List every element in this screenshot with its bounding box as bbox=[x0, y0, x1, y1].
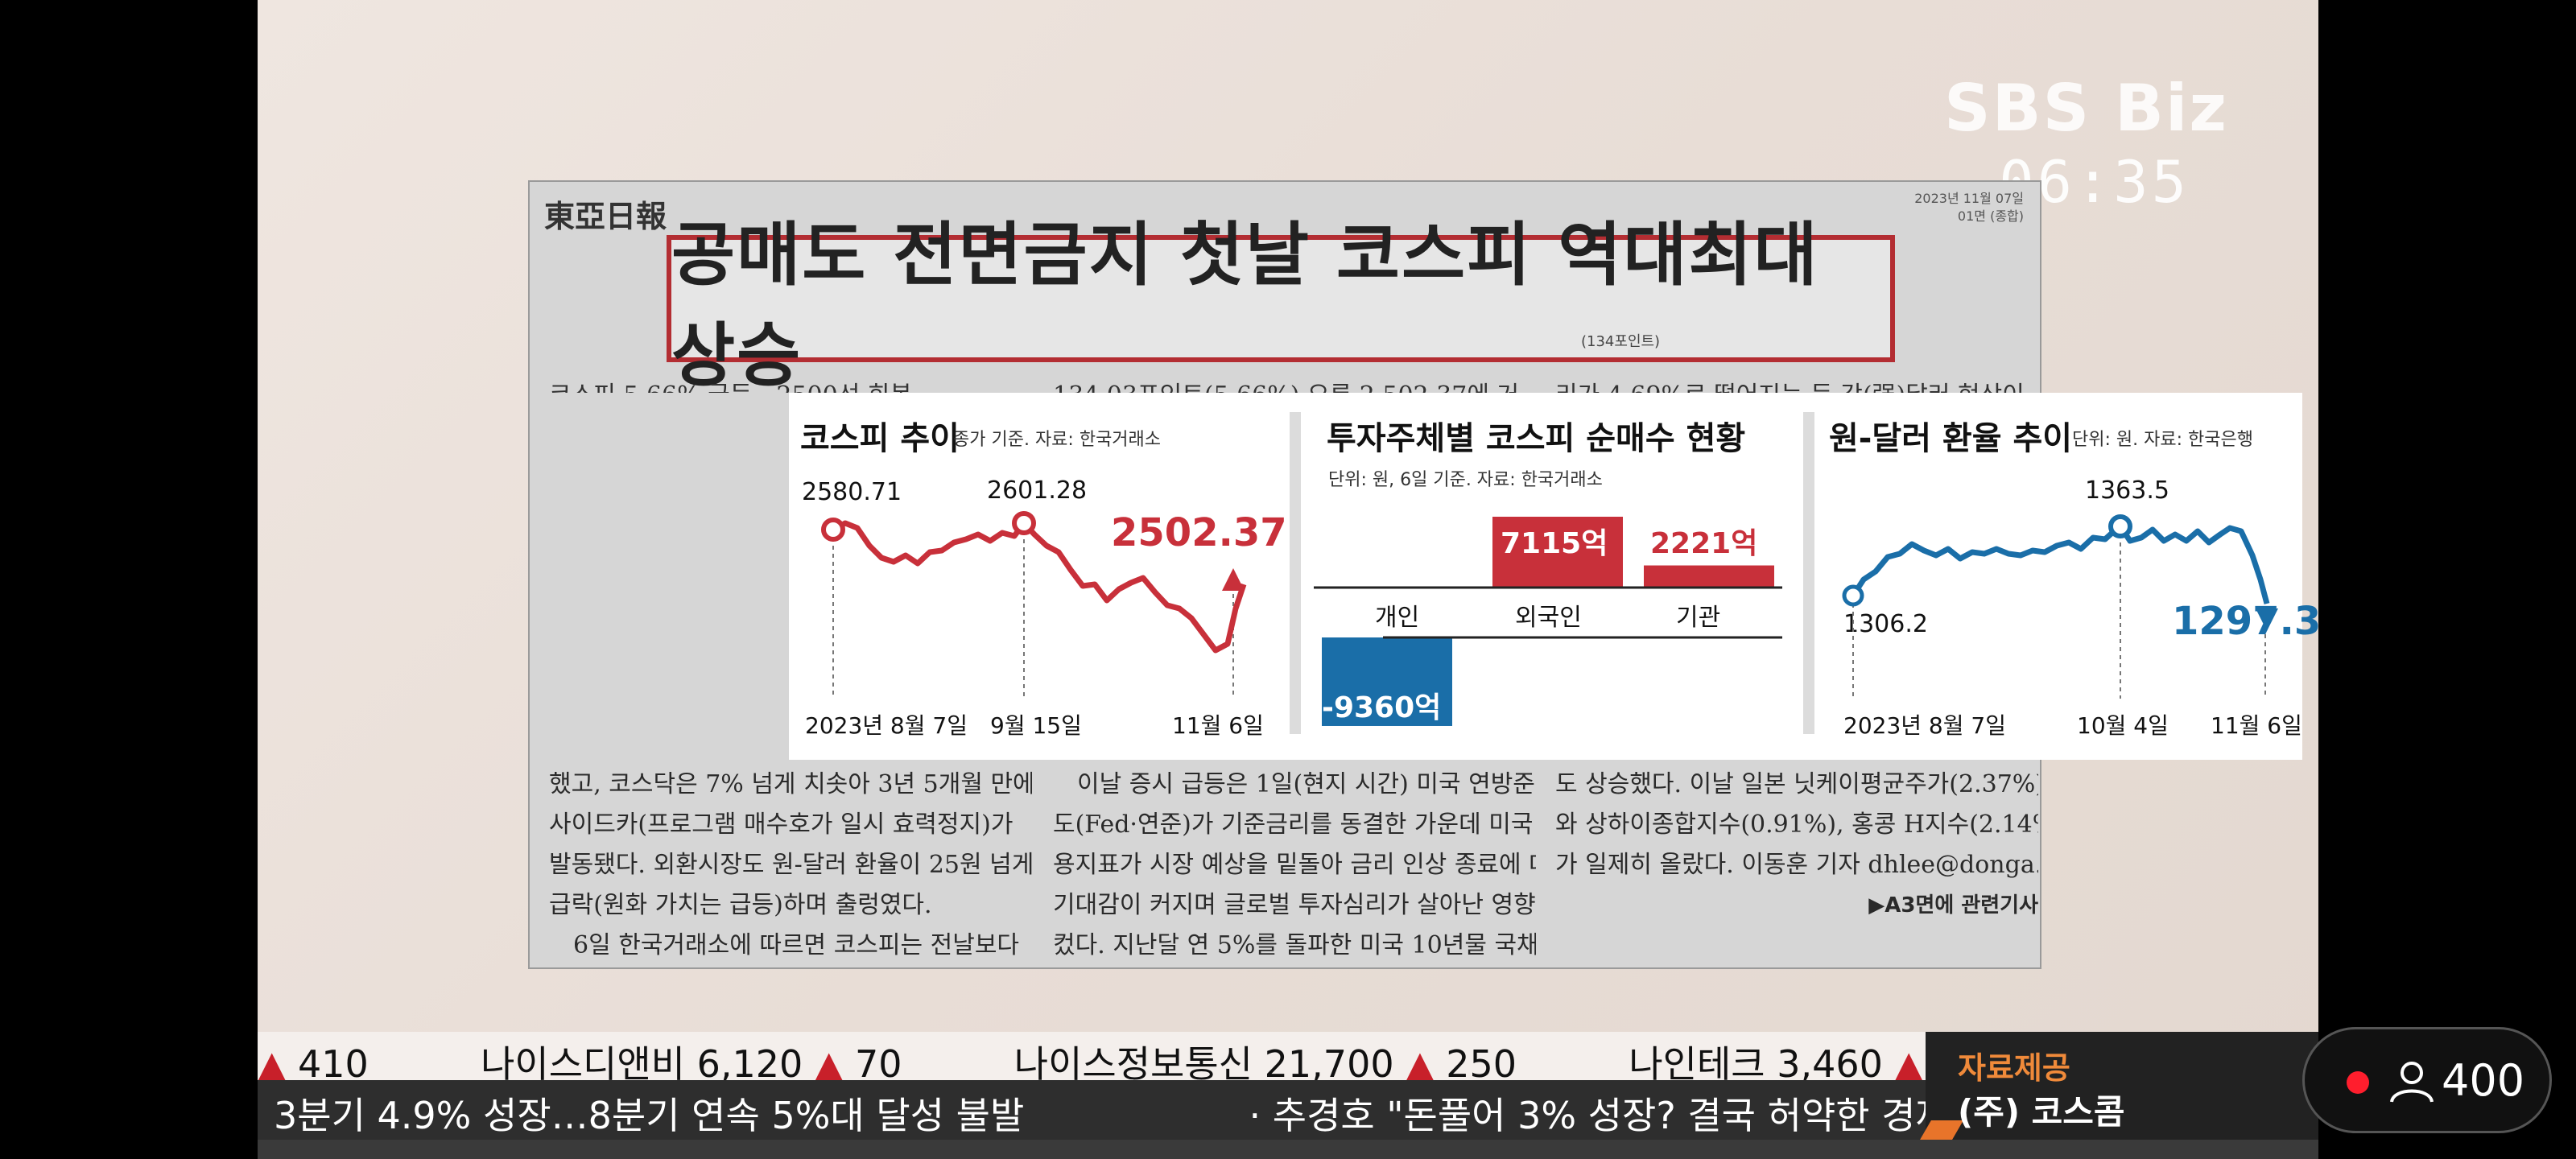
article-line: 도(Fed·연준)가 기준금리를 동결한 가운데 미국 고 bbox=[1053, 810, 1536, 839]
person-icon bbox=[2390, 1062, 2434, 1103]
data-source-box: 자료제공 (주) 코스콤 bbox=[1920, 1032, 2318, 1140]
article-line: 급락(원화 가치는 급등)하며 출렁였다. bbox=[549, 891, 932, 919]
investor-bar-1 bbox=[1492, 517, 1623, 588]
fx-line-chart bbox=[1842, 514, 2278, 699]
kospi-peak-marker bbox=[1012, 511, 1036, 535]
article-line: 했고, 코스닥은 7% 넘게 치솟아 3년 5개월 만에 bbox=[549, 770, 1032, 798]
kospi-chart-title: 코스피 추이 bbox=[800, 420, 960, 457]
kospi-up-arrow-icon bbox=[1222, 568, 1245, 591]
investor-bar-2 bbox=[1644, 565, 1774, 588]
investor-bar-0 bbox=[1322, 637, 1452, 726]
video-frame: SBS Biz 06:35 東亞日報 2023년 11월 07일 01면 (종합… bbox=[258, 0, 2318, 1159]
fx-start-marker bbox=[1842, 584, 1864, 607]
news-headline-2: · 추경호 "돈풀어 3% 성장? 결국 허약한 경제체 bbox=[1249, 1094, 1984, 1137]
investor-value-label-0: -9360억 bbox=[1322, 691, 1442, 724]
fx-x-label-1: 10월 4일 bbox=[2077, 712, 2169, 739]
investor-category-2: 기관 bbox=[1676, 604, 1721, 632]
article-column-2: 이날 증시 급등은 1일(현지 시간) 미국 연방준비제 도(Fed·연준)가 … bbox=[1053, 765, 1536, 966]
partial-text-left: 코스피 5.66% 급등…2500선 회복 bbox=[549, 375, 1016, 393]
ticker-name: 나이스정보통신 bbox=[1013, 1042, 1253, 1080]
headline-subtext: (134포인트) bbox=[1581, 333, 1661, 350]
investor-value-label-1: 7115억 bbox=[1501, 527, 1608, 560]
stock-ticker-text: ▲ 410 나이스디앤비 6,120 ▲ 70 나이스정보통신 21,700 ▲… bbox=[258, 1035, 1923, 1080]
fx-start-label: 1306.2 bbox=[1843, 610, 1928, 638]
kospi-x-label-1: 9월 15일 bbox=[990, 712, 1082, 739]
kospi-end-label: 2502.37 bbox=[1111, 510, 1287, 555]
investor-chart-title: 투자주체별 코스피 순매수 현황 bbox=[1327, 420, 1746, 457]
ticker-change: 250 bbox=[1446, 1042, 1517, 1080]
fx-series-line bbox=[1851, 523, 2270, 604]
up-arrow-icon: ▲ bbox=[1894, 1042, 1923, 1080]
kospi-start-label: 2580.71 bbox=[802, 478, 902, 506]
paper-page-text: 01면 (종합) bbox=[1957, 208, 2024, 224]
article-line: 컸다. 지난달 연 5%를 돌파한 미국 10년물 국채 금 bbox=[1053, 931, 1536, 959]
ticker-change: 70 bbox=[854, 1042, 902, 1080]
article-line: 와 상하이종합지수(0.91%), 홍콩 H지수(2.14%) bbox=[1555, 810, 2038, 839]
ticker-name: 나인테크 bbox=[1629, 1042, 1765, 1080]
fx-x-label-0: 2023년 8월 7일 bbox=[1843, 712, 2006, 739]
ticker-price: 21,700 bbox=[1264, 1042, 1394, 1080]
up-arrow-icon: ▲ bbox=[1406, 1042, 1435, 1080]
fx-down-arrow-icon bbox=[2256, 608, 2278, 631]
news-headline-1: 3분기 4.9% 성장…8분기 연속 5%대 달성 불발 bbox=[274, 1094, 1025, 1137]
headline-box: 공매도 전면금지 첫날 코스피 역대최대 상승 bbox=[667, 215, 1895, 396]
newspaper-date: 2023년 11월 07일 01면 (종합) bbox=[1914, 190, 2024, 225]
investor-bar-chart bbox=[1314, 517, 1782, 726]
fx-chart-title: 원-달러 환율 추이 bbox=[1829, 420, 2073, 457]
article-line: 도 상승했다. 이날 일본 닛케이평균주가(2.37%) bbox=[1555, 770, 2038, 798]
chart-divider bbox=[1803, 412, 1814, 734]
ticker-price: 3,460 bbox=[1777, 1042, 1883, 1080]
source-name: (주) 코스콤 bbox=[1958, 1092, 2125, 1132]
bottom-strip bbox=[258, 1140, 2318, 1159]
fx-x-label-2: 11월 6일 bbox=[2211, 712, 2302, 739]
kospi-x-label-0: 2023년 8월 7일 bbox=[805, 712, 968, 739]
source-label: 자료제공 bbox=[1958, 1050, 2070, 1086]
article-line: ▶A3면에 관련기사 bbox=[1868, 893, 2038, 918]
fx-end-label: 1297.3 bbox=[2172, 599, 2318, 644]
article-line: 이날 증시 급등은 1일(현지 시간) 미국 연방준비제 bbox=[1077, 770, 1536, 798]
investor-value-label-2: 2221억 bbox=[1650, 527, 1758, 560]
live-dot-icon bbox=[2347, 1071, 2369, 1094]
investor-category-1: 외국인 bbox=[1515, 604, 1582, 632]
newspaper-headline: 공매도 전면금지 첫날 코스피 역대최대 상승 bbox=[671, 215, 1819, 396]
newspaper-masthead: 東亞日報 bbox=[544, 198, 667, 234]
kospi-peak-label: 2601.28 bbox=[987, 476, 1088, 505]
live-viewers-pill[interactable]: 400 bbox=[2302, 1027, 2552, 1133]
investor-category-0: 개인 bbox=[1375, 604, 1420, 632]
kospi-series-line bbox=[832, 520, 1247, 654]
article-line: 기대감이 커지며 글로벌 투자심리가 살아난 영향이 bbox=[1053, 891, 1536, 919]
fx-chart-source: 단위: 원. 자료: 한국은행 bbox=[2072, 430, 2253, 450]
article-line: 6일 한국거래소에 따르면 코스피는 전날보다 bbox=[573, 931, 1020, 959]
article-line: 용지표가 시장 예상을 밑돌아 금리 인상 종료에 대한 bbox=[1053, 851, 1536, 879]
paper-date-text: 2023년 11월 07일 bbox=[1914, 191, 2024, 206]
ticker-change: 410 bbox=[298, 1042, 369, 1080]
chart-panel: 코스피 추이 종가 기준. 자료: 한국거래소 2580.71 2601.28 … bbox=[789, 393, 2318, 760]
news-crawl-text: 3분기 4.9% 성장…8분기 연속 5%대 달성 불발 · 추경호 "돈풀어 … bbox=[274, 1087, 1984, 1140]
article-line: 사이드카(프로그램 매수호가 일시 효력정지)가 bbox=[549, 810, 1013, 839]
fx-peak-label: 1363.5 bbox=[2085, 476, 2169, 505]
chart-divider bbox=[1290, 412, 1301, 734]
partial-text-right: 리가 4.69%로 떨어지는 등 강(强)달러 현상이 약화 bbox=[1555, 375, 2022, 393]
kospi-x-label-2: 11월 6일 bbox=[1172, 712, 1264, 739]
article-line: 가 일제히 올랐다. 이동훈 기자 dhlee@donga.com bbox=[1555, 851, 2038, 879]
fx-peak-marker bbox=[2108, 514, 2132, 538]
investor-chart-source: 단위: 원, 6일 기준. 자료: 한국거래소 bbox=[1328, 470, 1603, 490]
ticker-name: 나이스디앤비 bbox=[481, 1042, 685, 1080]
article-line: 발동됐다. 외환시장도 원-달러 환율이 25원 넘게 bbox=[549, 851, 1032, 879]
article-column-3: 도 상승했다. 이날 일본 닛케이평균주가(2.37%) 와 상하이종합지수(0… bbox=[1555, 765, 2038, 926]
kospi-start-marker bbox=[821, 518, 845, 542]
up-arrow-icon: ▲ bbox=[814, 1042, 844, 1080]
up-arrow-icon: ▲ bbox=[258, 1042, 287, 1080]
partial-text-mid: 134.03포인트(5.66%) 오른 2,502.37에 거래를 bbox=[1053, 375, 1520, 393]
channel-logo: SBS Biz bbox=[1943, 71, 2228, 146]
viewer-count: 400 bbox=[2442, 1055, 2525, 1106]
source-accent-shape bbox=[1920, 1120, 1963, 1140]
article-column-1: 했고, 코스닥은 7% 넘게 치솟아 3년 5개월 만에 사이드카(프로그램 매… bbox=[549, 765, 1032, 966]
ticker-price: 6,120 bbox=[696, 1042, 803, 1080]
kospi-line-chart bbox=[821, 511, 1247, 699]
kospi-chart-source: 종가 기준. 자료: 한국거래소 bbox=[953, 430, 1162, 450]
